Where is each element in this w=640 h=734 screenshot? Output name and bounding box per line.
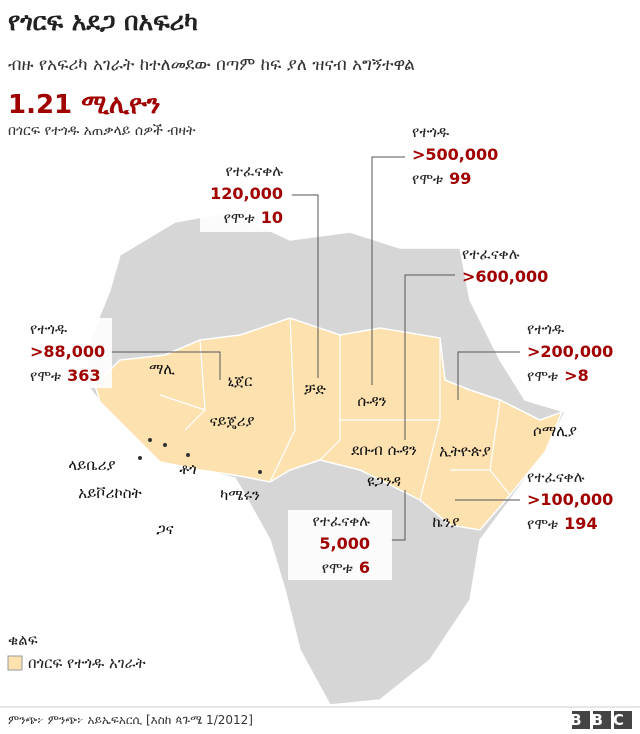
logo: BBC: [570, 711, 634, 729]
borders: [159, 317, 511, 501]
callout-value: 6: [359, 558, 370, 577]
legend-title: ቁልፍ: [8, 631, 38, 649]
callout-label: የሞቱ: [527, 367, 558, 385]
callout-value: >500,000: [412, 145, 498, 164]
title: የጎርፍ አደጋ በአፍሪካ: [8, 7, 198, 36]
callout-line: የሞቱ 6: [322, 558, 370, 577]
country-label: ላይቤሪያ: [68, 456, 115, 474]
callout-value: 10: [261, 208, 283, 227]
headline-caption: በጎርፍ የተጎዱ አጠቃላይ ሰዎች ብዛት: [8, 122, 196, 139]
callout-label: የተጎዱ: [30, 320, 68, 338]
callout-value: >88,000: [30, 342, 105, 361]
callout: የተፈናቀሉ >100,000 የሞቱ 194: [527, 468, 613, 533]
leader: [290, 194, 319, 378]
country-label: ደቡብ ሱዳን: [351, 441, 417, 459]
callout-value: >200,000: [527, 342, 613, 361]
callout-box: [200, 160, 292, 232]
callout-label: የተፈናቀሉ: [226, 162, 284, 180]
country-label: አይቮሪኮስት: [78, 484, 141, 502]
callout-label: የተጎዱ: [412, 123, 450, 141]
leader: [404, 274, 455, 440]
country-label: ቶጎ: [179, 460, 196, 478]
country-label: ሱዳን: [357, 392, 386, 410]
callout: የተጎዱ >200,000 የሞቱ >8: [527, 320, 613, 385]
callout-label: የተፈናቀሉ: [313, 512, 371, 530]
location-dot: [258, 470, 262, 474]
callout: የተፈናቀሉ 5,000 የሞቱ 6: [288, 510, 392, 580]
location-dot: [186, 453, 190, 457]
callout-label: የሞቱ: [527, 515, 558, 533]
location-dot: [148, 438, 152, 442]
headline-figure: 1.21 ሚሊዮን: [8, 90, 160, 120]
callout-value: 363: [67, 366, 100, 385]
source: ምንጭ፦ ምንጭ፦ አይኤፍአርሲ [እስከ ጳጉሜ 1/2012]: [8, 713, 253, 727]
callout-label: የተጎዱ: [527, 320, 565, 338]
callout-value: 5,000: [319, 534, 370, 553]
country-label: ናይጄሪያ: [209, 412, 254, 430]
map: [84, 211, 567, 706]
callout-line: የሞቱ 99: [412, 169, 471, 188]
leader: [371, 156, 405, 385]
leader: [390, 490, 406, 541]
country-label: ካሜሩን: [220, 486, 260, 504]
callout-line: የሞቱ 194: [527, 514, 598, 533]
country-label: ኢትዮጵያ: [439, 442, 491, 460]
callout-line: የሞቱ 10: [224, 208, 283, 227]
callout: የተፈናቀሉ 120,000 የሞቱ 10: [200, 160, 292, 232]
country-label: ኒጀር: [228, 372, 254, 390]
leader-lines: [110, 156, 520, 541]
callout-label: የሞቱ: [322, 559, 353, 577]
legend-item: በጎርፍ የተጎዱ አገራት: [28, 654, 146, 672]
callout-value: 120,000: [210, 184, 283, 203]
callout-box: [22, 318, 112, 388]
country-label: ቻድ: [304, 380, 326, 398]
subtitle: ብዙ የአፍሪካ አገራት ከተለመደው በጣም ከፍ ያለ ዝናብ አግኝተዋ…: [8, 55, 415, 75]
callout-line: የሞቱ 363: [30, 366, 101, 385]
leader: [110, 351, 221, 380]
country-label: ጋና: [156, 520, 173, 538]
callout: የተጎዱ >88,000 የሞቱ 363: [22, 318, 112, 388]
callout-label: የተፈናቀሉ: [527, 468, 585, 486]
leader: [457, 351, 520, 400]
country-label: ማሊ: [149, 360, 175, 378]
callout-value: >100,000: [527, 490, 613, 509]
logo-text: BBC: [570, 711, 634, 729]
country-label: ዩጋንዳ: [367, 472, 401, 490]
callout-label: የሞቱ: [224, 209, 255, 227]
location-dot: [138, 456, 142, 460]
callout-label: የተፈናቀሉ: [462, 245, 520, 263]
callout-label: የሞቱ: [30, 367, 61, 385]
callout-box: [288, 510, 392, 580]
callout-value: >600,000: [462, 267, 548, 286]
country-label: ሶማሊያ: [533, 422, 577, 440]
callout-value: 194: [564, 514, 597, 533]
callout-value: >8: [564, 366, 589, 385]
affected-region: [94, 317, 564, 531]
callout-label: የሞቱ: [412, 170, 443, 188]
location-dot: [163, 443, 167, 447]
country-label: ኬንያ: [432, 513, 459, 531]
callout: የተጎዱ >500,000 የሞቱ 99: [412, 123, 498, 188]
legend-swatch: [7, 655, 23, 671]
callout: የተፈናቀሉ >600,000: [462, 245, 548, 286]
callout-value: 99: [449, 169, 471, 188]
callout-line: የሞቱ >8: [527, 366, 589, 385]
